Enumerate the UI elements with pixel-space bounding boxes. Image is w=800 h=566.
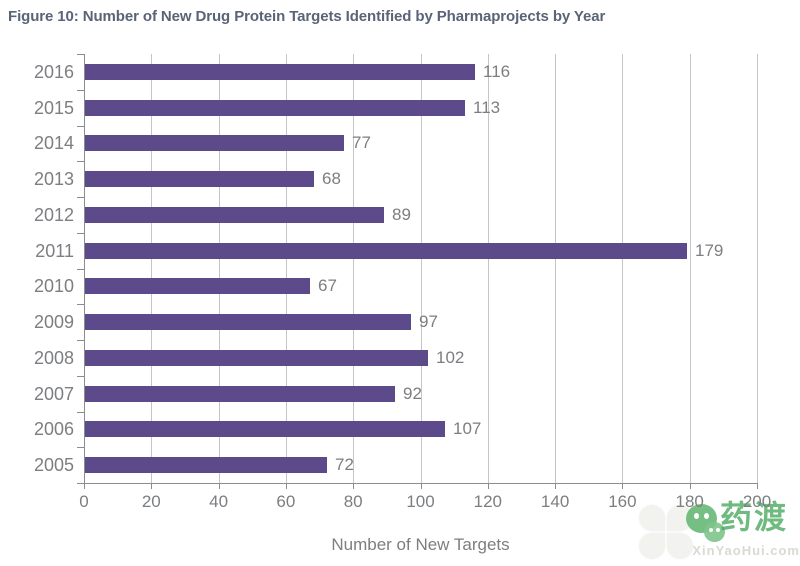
bar-value-label: 113 <box>473 98 501 117</box>
x-axis-tick-label: 160 <box>608 492 637 511</box>
y-axis-tick <box>77 269 84 270</box>
gridline <box>487 54 489 483</box>
x-axis-tick-label: 60 <box>276 492 296 511</box>
y-axis-label: 2012 <box>33 205 74 225</box>
y-axis-tick <box>77 161 84 162</box>
bar-value-label: 107 <box>453 419 482 438</box>
bar-value-label: 116 <box>483 62 511 81</box>
bar-2005 <box>85 457 327 473</box>
y-axis-label: 2013 <box>33 169 74 189</box>
bar-value-label: 72 <box>335 455 354 474</box>
x-axis-tick <box>151 483 153 489</box>
gridline <box>689 54 691 483</box>
x-axis-tick-label: 200 <box>742 492 772 511</box>
y-axis-tick <box>77 197 84 198</box>
gridline <box>353 54 355 483</box>
bar-value-label: 89 <box>392 205 411 224</box>
y-axis-label: 2007 <box>33 384 74 404</box>
gridline <box>285 54 287 483</box>
x-axis-tick <box>353 483 355 489</box>
bar-2006 <box>85 421 445 437</box>
x-axis-tick <box>218 483 220 489</box>
x-axis-tick <box>285 483 287 489</box>
gridline <box>757 54 758 483</box>
y-axis-tick <box>77 126 84 127</box>
x-axis-tick <box>689 483 691 489</box>
x-axis-title: Number of New Targets <box>331 535 510 554</box>
bar-value-label: 77 <box>352 133 371 152</box>
y-axis-label: 2010 <box>33 276 74 296</box>
x-axis-tick <box>84 483 85 489</box>
bar-value-label: 92 <box>403 384 422 403</box>
y-axis-tick <box>77 412 84 413</box>
y-axis-label: 2005 <box>33 455 74 475</box>
y-axis-line <box>84 54 85 483</box>
y-axis-label: 2008 <box>33 348 74 368</box>
clover-petal <box>639 505 665 531</box>
watermark-brand-text: 药渡 <box>720 498 789 536</box>
y-axis-tick <box>77 54 84 55</box>
figure-title: Figure 10: Number of New Drug Protein Ta… <box>8 8 606 25</box>
bar-2013 <box>85 171 314 187</box>
clover-icon <box>636 504 696 560</box>
x-axis-tick-label: 140 <box>540 492 570 511</box>
bar-2016 <box>85 64 475 80</box>
bar-2015 <box>85 100 465 116</box>
bar-2010 <box>85 278 310 294</box>
y-axis-label: 2006 <box>33 419 74 439</box>
x-axis-tick-label: 120 <box>473 492 502 511</box>
bar-2008 <box>85 350 428 366</box>
clover-petal <box>667 533 693 559</box>
y-axis-tick <box>77 376 84 377</box>
bar-value-label: 179 <box>695 241 724 260</box>
y-axis-label: 2009 <box>33 312 74 332</box>
bar-value-label: 68 <box>322 169 341 188</box>
x-axis-tick-label: 40 <box>209 492 229 511</box>
bar-value-label: 97 <box>419 312 438 331</box>
y-axis-tick <box>77 90 84 91</box>
y-axis-tick <box>77 483 84 484</box>
bar-2014 <box>85 135 344 151</box>
y-axis-tick <box>77 233 84 234</box>
bar-2012 <box>85 207 384 223</box>
gridline <box>622 54 624 483</box>
x-axis-tick <box>555 483 557 489</box>
bar-value-label: 102 <box>436 348 465 367</box>
x-axis-tick <box>757 483 758 489</box>
watermark-site-text: XinYaoHui.com <box>692 543 800 558</box>
x-axis-tick <box>622 483 624 489</box>
x-axis-tick-label: 0 <box>79 492 89 511</box>
bar-value-label: 67 <box>318 276 337 295</box>
y-axis-tick <box>77 447 84 448</box>
x-axis-tick <box>420 483 422 489</box>
gridline <box>218 54 220 483</box>
y-axis-tick <box>77 340 84 341</box>
gridline <box>420 54 422 483</box>
y-axis-label: 2015 <box>33 98 74 118</box>
x-axis-tick-label: 100 <box>406 492 435 511</box>
x-axis-tick <box>487 483 489 489</box>
bar-2007 <box>85 386 395 402</box>
gridline <box>555 54 557 483</box>
y-axis-label: 2011 <box>35 241 74 261</box>
y-axis-tick <box>77 304 84 305</box>
x-axis-tick-label: 80 <box>343 492 363 511</box>
x-axis-tick-label: 180 <box>675 492 704 511</box>
clover-petal <box>639 533 665 559</box>
wechat-bubble-small-icon <box>704 522 725 542</box>
y-axis-label: 2016 <box>33 62 74 82</box>
gridline <box>151 54 153 483</box>
y-axis-label: 2014 <box>33 133 74 153</box>
watermark: 药渡 XinYaoHui.com <box>636 496 800 564</box>
x-axis-tick-label: 20 <box>141 492 161 511</box>
bar-2011 <box>85 243 687 259</box>
bar-2009 <box>85 314 411 330</box>
